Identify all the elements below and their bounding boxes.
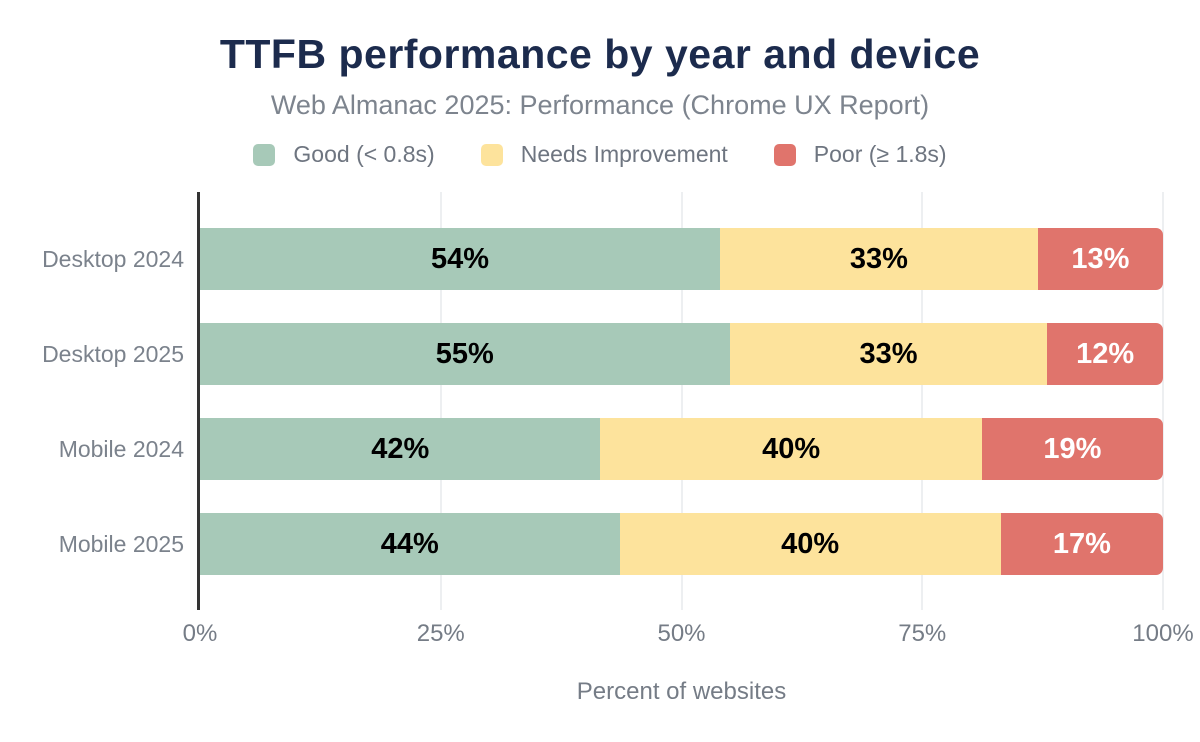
bar-value-label: 33% [849, 242, 908, 275]
bar-value-label: 40% [762, 432, 821, 465]
x-tick-label: 25% [416, 620, 465, 647]
legend-swatch-icon [480, 143, 503, 166]
bar-row-label: Mobile 2024 [58, 435, 184, 462]
bar-segment: 42% [200, 418, 601, 480]
x-tick-label: 100% [1132, 620, 1194, 647]
bar-value-label: 54% [430, 242, 490, 275]
legend-swatch-icon [253, 143, 276, 166]
bar-row-label: Desktop 2025 [42, 340, 184, 367]
bar-value-label: 17% [1052, 527, 1111, 560]
bar-row: Mobile 2025 44% 40% 17% [59, 513, 1163, 575]
page-subtitle: Web Almanac 2025: Performance (Chrome UX… [270, 90, 930, 121]
legend-label: Needs Improvement [520, 141, 728, 168]
bar-segment: 12% [1047, 323, 1163, 385]
bar-row: Mobile 2024 42% 40% 19% [59, 418, 1163, 480]
bar-row-label: Desktop 2024 [42, 245, 184, 272]
x-tick-label: 50% [657, 620, 706, 647]
gridline [680, 192, 683, 610]
bar-value-label: 42% [371, 432, 430, 465]
bar-row: Desktop 2025 55% 33% 12% [42, 323, 1163, 385]
bar-segment: 17% [1000, 513, 1163, 575]
bar-segment: 54% [200, 228, 721, 290]
legend-swatch-icon [773, 143, 796, 166]
bar-segment: 19% [981, 418, 1163, 480]
legend-label: Poor (≥ 1.8s) [813, 141, 947, 168]
y-axis-line [197, 192, 200, 610]
page-title: TTFB performance by year and device [219, 31, 981, 77]
bar-segment: 33% [720, 228, 1038, 290]
bar-value-label: 40% [781, 527, 840, 560]
bar-value-label: 55% [435, 337, 494, 370]
bar-segment: 33% [729, 323, 1048, 385]
bar-value-label: 13% [1071, 242, 1130, 275]
legend-item: Good (< 0.8s) [253, 141, 435, 168]
bar-segment: 44% [200, 513, 620, 575]
bar-row-label: Mobile 2025 [58, 530, 184, 557]
bar-value-label: 44% [380, 527, 439, 560]
bar-value-label: 12% [1076, 337, 1135, 370]
legend-item: Needs Improvement [480, 141, 728, 168]
gridline [921, 192, 924, 610]
bar-value-label: 19% [1043, 432, 1102, 465]
x-tick-label: 0% [182, 620, 218, 647]
bar-segment: 40% [619, 513, 1001, 575]
bar-segment: 55% [200, 323, 730, 385]
bar-segment: 40% [600, 418, 982, 480]
x-axis-label: Percent of websites [576, 678, 787, 705]
legend: Good (< 0.8s) Needs Improvement Poor (≥ 1.… [0, 141, 1200, 168]
gridline [439, 192, 442, 610]
bar-row: Desktop 2024 54% 33% 13% [42, 228, 1163, 290]
plot-area: Percent of websites Desktop 2024 54% 33% 13… [42, 192, 1194, 705]
x-tick-label: 75% [898, 620, 947, 647]
legend-item: Poor (≥ 1.8s) [773, 141, 947, 168]
gridline [1162, 192, 1164, 610]
bar-segment: 13% [1037, 228, 1163, 290]
bar-value-label: 33% [859, 337, 918, 370]
legend-label: Good (< 0.8s) [293, 141, 435, 168]
